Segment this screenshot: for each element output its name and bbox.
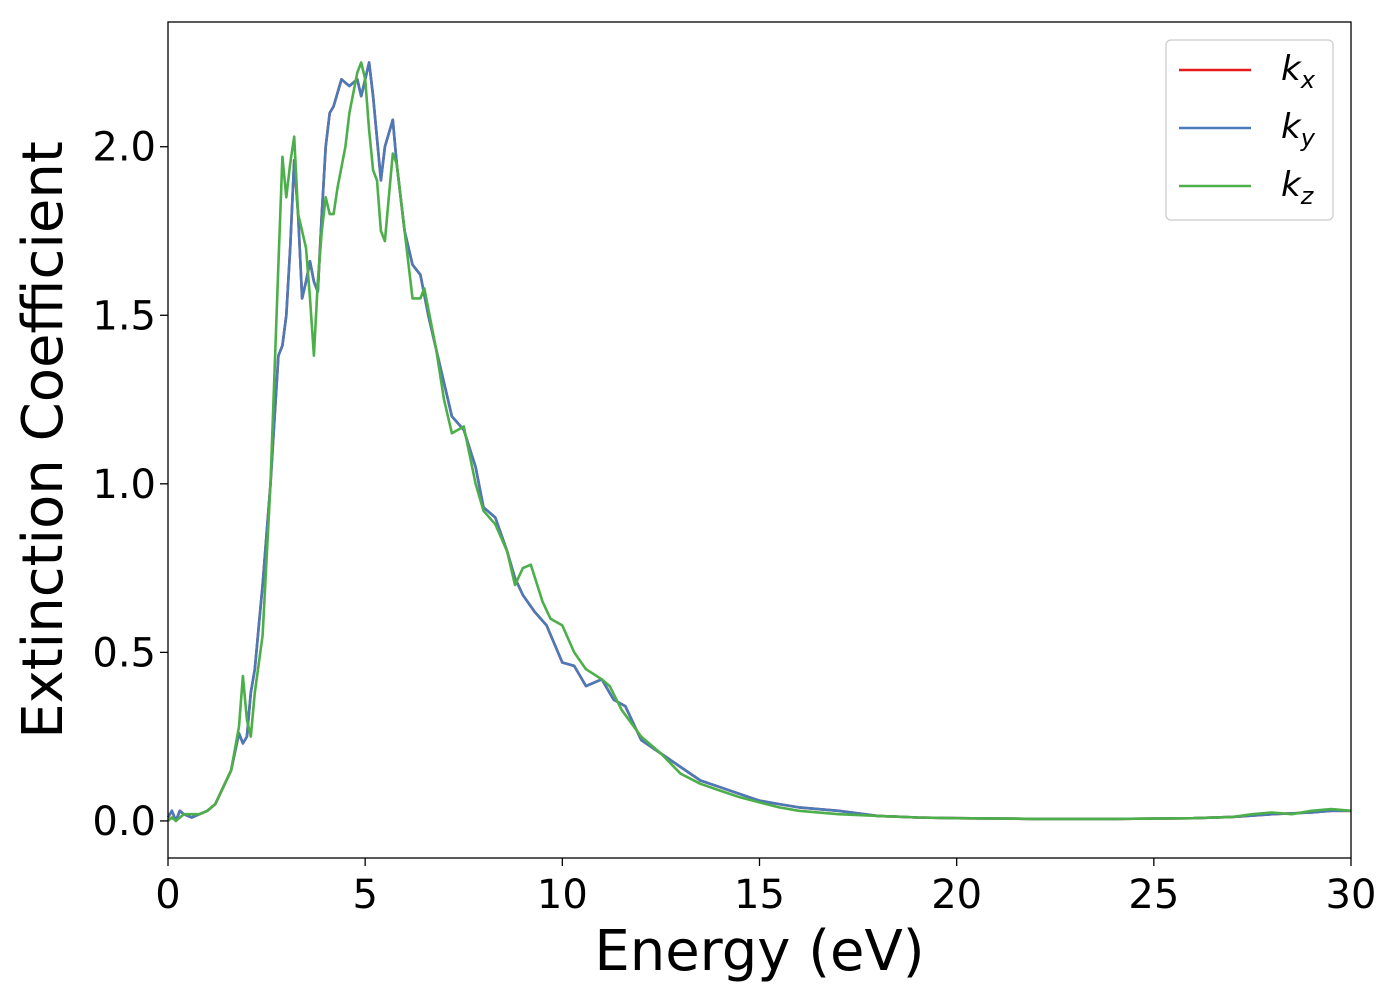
legend-label-subscript: y bbox=[1300, 124, 1316, 152]
legend-label-subscript: z bbox=[1300, 182, 1315, 210]
x-tick-label: 20 bbox=[931, 872, 982, 918]
y-tick-label: 1.0 bbox=[92, 462, 156, 508]
y-tick-label: 1.5 bbox=[92, 293, 156, 339]
x-axis-ticks: 0 5 10 15 20 25 30 bbox=[155, 858, 1376, 918]
x-tick-label: 5 bbox=[352, 872, 377, 918]
x-axis-label: Energy (eV) bbox=[594, 919, 924, 984]
x-tick-label: 30 bbox=[1326, 872, 1377, 918]
legend-label-main: k bbox=[1281, 107, 1302, 147]
x-tick-label: 25 bbox=[1128, 872, 1179, 918]
legend-label-ky: ky bbox=[1281, 107, 1316, 152]
x-tick-label: 10 bbox=[537, 872, 588, 918]
legend-box bbox=[1165, 39, 1334, 221]
series-layer bbox=[166, 61, 1352, 823]
y-axis-ticks: 0.0 0.5 1.0 1.5 2.0 bbox=[92, 125, 168, 845]
series-line-ky bbox=[166, 61, 1351, 823]
y-axis-label: Extinction Coefficient bbox=[11, 141, 76, 739]
legend-label-main: k bbox=[1281, 49, 1302, 89]
y-tick-label: 2.0 bbox=[92, 125, 156, 171]
legend-label-kz: kz bbox=[1281, 165, 1315, 210]
legend-label-kx: kx bbox=[1281, 49, 1316, 94]
x-tick-label: 0 bbox=[155, 872, 180, 918]
legend-label-main: k bbox=[1281, 165, 1302, 205]
series-line-kz bbox=[167, 61, 1352, 823]
x-tick-label: 15 bbox=[734, 872, 785, 918]
legend-label-subscript: x bbox=[1300, 66, 1316, 94]
y-tick-label: 0.5 bbox=[92, 630, 156, 676]
y-tick-label: 0.0 bbox=[92, 799, 156, 845]
